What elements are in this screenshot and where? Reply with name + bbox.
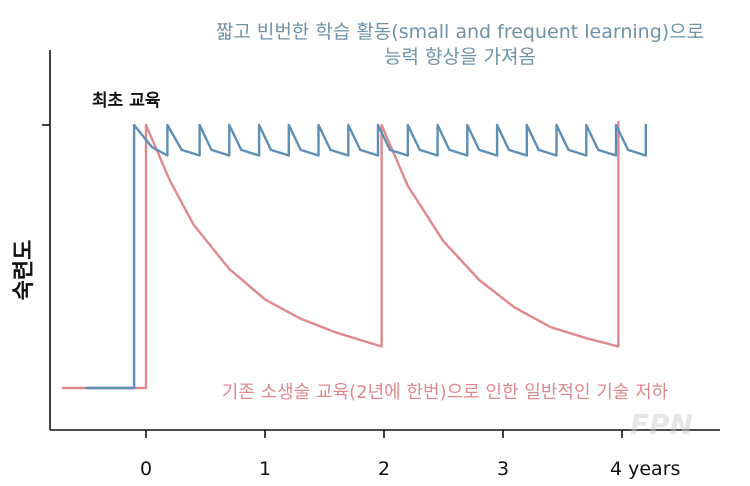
series-group — [61, 121, 647, 390]
x-tick-label: 4 years — [610, 458, 680, 480]
x-tick-label: 0 — [140, 458, 152, 480]
watermark-logo: FPN — [630, 408, 694, 441]
x-ticks: 0 1 2 3 4 years — [140, 430, 680, 480]
axes — [42, 50, 720, 431]
y-axis-label: 숙련도 — [12, 239, 37, 301]
x-tick-label: 3 — [497, 458, 509, 480]
annotation-initial-training: 최초 교육 — [92, 91, 161, 111]
annotation-skill-decay: 기존 소생술 교육(2년에 한번)으로 인한 일반적인 기술 저하 — [221, 382, 669, 403]
annotation-frequent-learning-line1: 짧고 빈번한 학습 활동(small and frequent learning… — [215, 21, 705, 43]
annotation-frequent-learning: 짧고 빈번한 학습 활동(small and frequent learning… — [190, 20, 730, 70]
x-tick-label: 2 — [378, 458, 390, 480]
annotation-frequent-learning-line2: 능력 향상을 가져옴 — [384, 46, 536, 68]
series-line-0 — [61, 121, 620, 390]
x-tick-label: 1 — [259, 458, 271, 480]
series-line-1 — [85, 123, 647, 390]
